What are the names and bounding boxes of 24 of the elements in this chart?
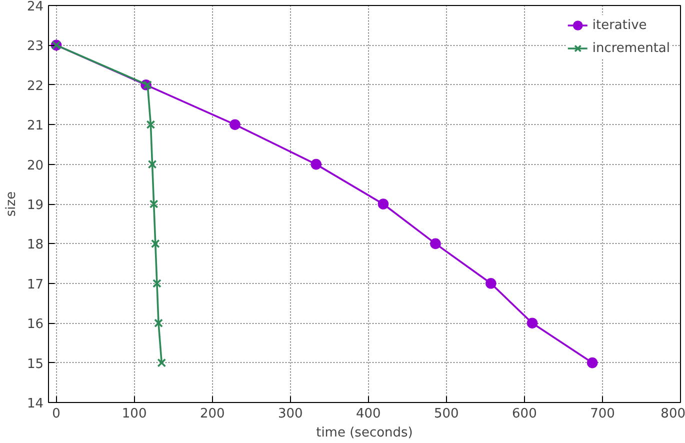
- y-tick-label: 14: [26, 396, 44, 412]
- y-tick-label: 22: [26, 78, 44, 94]
- x-tick-label: 800: [660, 406, 685, 422]
- x-tick-label: 300: [278, 406, 303, 422]
- y-tick-label: 15: [26, 356, 44, 372]
- x-tick-label: 100: [122, 406, 147, 422]
- y-tick-label: 18: [26, 238, 44, 253]
- x-tick-label: 0: [52, 406, 60, 422]
- y-tick-label: 17: [26, 277, 44, 292]
- y-tick-label: 21: [26, 118, 44, 134]
- x-tick-label: 600: [512, 406, 537, 422]
- x-tick-label: 400: [356, 406, 381, 422]
- x-tick-label: 500: [434, 406, 459, 422]
- x-axis-title: time (seconds): [316, 426, 413, 440]
- y-tick-label: 19: [26, 198, 44, 213]
- x-tick-label: 200: [200, 406, 225, 422]
- y-tick-label: 16: [26, 317, 44, 332]
- legend-label: iterative: [592, 18, 647, 32]
- x-tick-label: 700: [590, 406, 615, 422]
- y-axis-title: size: [4, 191, 19, 217]
- y-tick-label: 24: [26, 0, 44, 14]
- legend-label: incremental: [592, 40, 670, 56]
- y-tick-label: 23: [26, 39, 44, 54]
- y-tick-label: 20: [26, 158, 44, 174]
